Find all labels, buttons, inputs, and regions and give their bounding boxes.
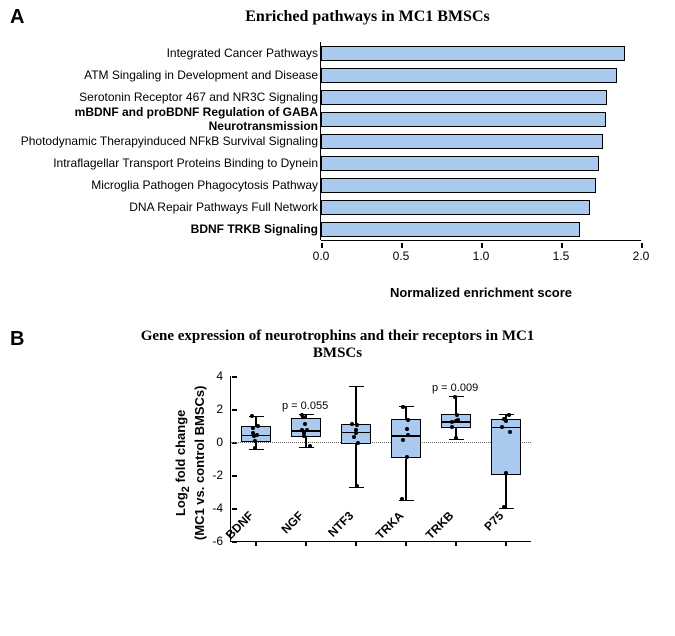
pathway-row: Photodynamic Therapyinduced NFkB Surviva… xyxy=(10,130,665,152)
data-point xyxy=(453,395,457,399)
pathway-label: DNA Repair Pathways Full Network xyxy=(10,200,321,214)
enrichment-bar xyxy=(321,178,596,193)
data-point xyxy=(502,505,506,509)
panel-a-barchart: Integrated Cancer Pathways ATM Singaling … xyxy=(10,42,665,240)
panel-b-label: B xyxy=(10,328,24,351)
data-point xyxy=(502,417,506,421)
data-point xyxy=(450,425,454,429)
pathway-row: Intraflagellar Transport Proteins Bindin… xyxy=(10,152,665,174)
data-point xyxy=(454,436,458,440)
enrichment-bar xyxy=(321,134,603,149)
x-tick-label: 0.5 xyxy=(393,249,410,263)
data-point xyxy=(352,435,356,439)
pathway-label: Intraflagellar Transport Proteins Bindin… xyxy=(10,156,321,170)
data-point xyxy=(400,497,404,501)
pathway-label: mBDNF and proBDNF Regulation of GABA Neu… xyxy=(10,105,321,133)
panel-b-title: Gene expression of neurotrophins and the… xyxy=(123,328,553,362)
p-value-annotation: p = 0.055 xyxy=(282,400,328,412)
y-tick-label: 2 xyxy=(216,402,231,416)
pathway-label: Microglia Pathogen Phagocytosis Pathway xyxy=(10,178,321,192)
panel-a-x-axis-title: Normalized enrichment score xyxy=(321,285,641,300)
enrichment-bar xyxy=(321,112,606,127)
data-point xyxy=(300,428,304,432)
enrichment-bar xyxy=(321,222,580,237)
data-point xyxy=(355,423,359,427)
category-label: NTF3 xyxy=(304,509,356,561)
category-label: TRKB xyxy=(404,509,456,561)
data-point xyxy=(355,484,359,488)
x-tick-label: 1.0 xyxy=(473,249,490,263)
pathway-row: BDNF TRKB Signaling xyxy=(10,218,665,240)
pathway-row: mBDNF and proBDNF Regulation of GABA Neu… xyxy=(10,108,665,130)
panel-b-boxplot: Log2 fold change (MC1 vs. control BMSCs)… xyxy=(230,376,560,542)
data-point xyxy=(455,413,459,417)
enrichment-bar xyxy=(321,46,625,61)
pathway-label: Photodynamic Therapyinduced NFkB Surviva… xyxy=(10,134,321,148)
y-tick-label: -4 xyxy=(212,501,231,515)
category-label: NGF xyxy=(254,509,306,561)
data-point xyxy=(405,427,409,431)
y-tick-label: 4 xyxy=(216,369,231,383)
pathway-row: DNA Repair Pathways Full Network xyxy=(10,196,665,218)
data-point xyxy=(250,414,254,418)
pathway-label: Serotonin Receptor 467 and NR3C Signalin… xyxy=(10,90,321,104)
data-point xyxy=(253,446,257,450)
p-value-annotation: p = 0.009 xyxy=(432,382,478,394)
box xyxy=(391,419,421,459)
x-tick-label: 0.0 xyxy=(313,249,330,263)
data-point xyxy=(251,431,255,435)
y-tick-label: 0 xyxy=(216,435,231,449)
x-tick-label: 1.5 xyxy=(553,249,570,263)
data-point xyxy=(350,422,354,426)
y-tick-label: -2 xyxy=(212,468,231,482)
data-point xyxy=(450,420,454,424)
data-point xyxy=(401,405,405,409)
pathway-label: Integrated Cancer Pathways xyxy=(10,46,321,60)
x-tick-label: 2.0 xyxy=(633,249,650,263)
panel-a-x-axis: 0.00.51.01.52.0 Normalized enrichment sc… xyxy=(321,240,641,300)
data-point xyxy=(508,430,512,434)
enrichment-bar xyxy=(321,156,599,171)
panel-b-y-axis-title: Log2 fold change (MC1 vs. control BMSCs) xyxy=(173,383,207,543)
data-point xyxy=(255,433,259,437)
panel-a-title: Enriched pathways in MC1 BMSCs xyxy=(70,8,665,26)
enrichment-bar xyxy=(321,200,590,215)
data-point xyxy=(253,439,257,443)
data-point xyxy=(456,418,460,422)
pathway-row: ATM Singaling in Development and Disease xyxy=(10,64,665,86)
pathway-label: BDNF TRKB Signaling xyxy=(10,222,321,236)
data-point xyxy=(251,426,255,430)
data-point xyxy=(507,413,511,417)
category-label: P75 xyxy=(454,509,506,561)
pathway-label: ATM Singaling in Development and Disease xyxy=(10,68,321,82)
enrichment-bar xyxy=(321,68,617,83)
data-point xyxy=(356,441,360,445)
data-point xyxy=(300,413,304,417)
data-point xyxy=(303,422,307,426)
category-label: TRKA xyxy=(354,509,406,561)
zero-gridline xyxy=(231,442,531,443)
pathway-row: Microglia Pathogen Phagocytosis Pathway xyxy=(10,174,665,196)
panel-a-label: A xyxy=(10,6,24,29)
pathway-row: Integrated Cancer Pathways xyxy=(10,42,665,64)
enrichment-bar xyxy=(321,90,607,105)
